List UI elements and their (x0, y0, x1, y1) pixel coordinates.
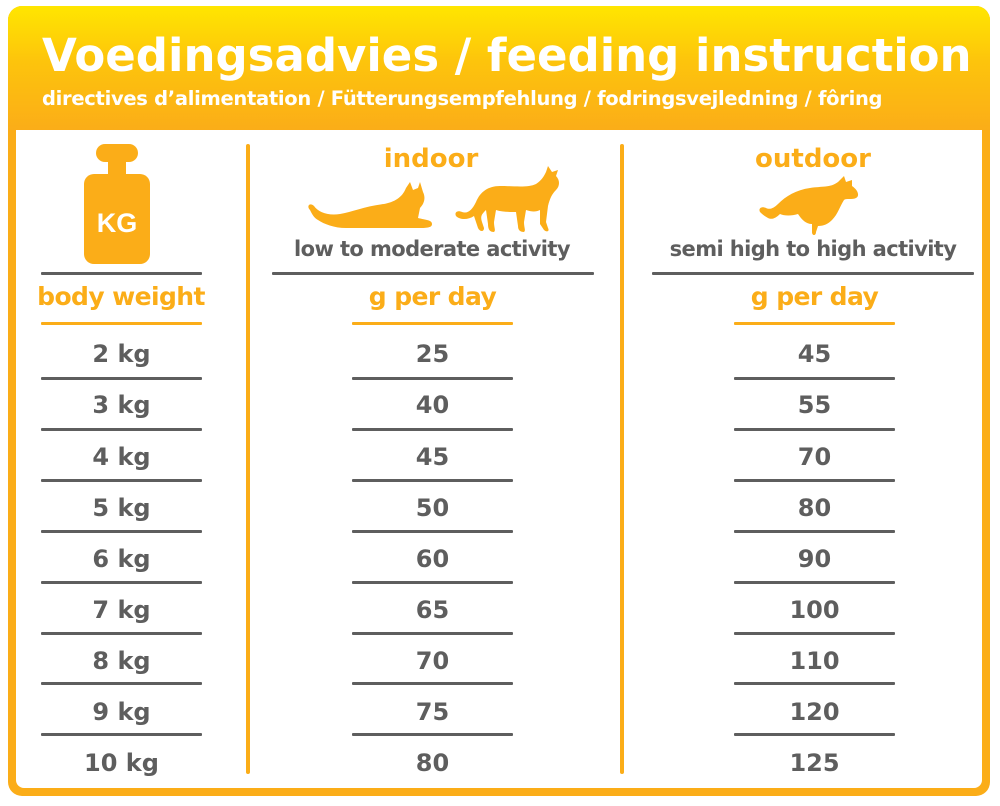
column-divider-2 (620, 144, 624, 774)
weight-cell: 3 kg (92, 391, 151, 419)
row-divider (41, 632, 202, 635)
row-divider (352, 581, 513, 584)
row-divider (41, 581, 202, 584)
outdoor-activity-level: semi high to high activity (669, 237, 957, 261)
body-weight-label: body weight (37, 282, 205, 311)
row-divider (734, 632, 895, 635)
outdoor-header-rule (652, 272, 974, 275)
column-divider-1 (246, 144, 250, 774)
row-divider (734, 530, 895, 533)
weight-header-rule (41, 272, 202, 275)
outdoor-title: outdoor (755, 144, 871, 174)
outdoor-cell: 90 (797, 545, 832, 573)
indoor-cell: 25 (415, 340, 450, 368)
row-divider (734, 479, 895, 482)
indoor-cell: 70 (415, 647, 450, 675)
indoor-unit-rule (352, 322, 513, 325)
indoor-cell: 80 (415, 749, 450, 777)
row-divider (41, 377, 202, 380)
weight-cell: 4 kg (92, 443, 151, 471)
outdoor-cell: 125 (789, 749, 840, 777)
feeding-table: KG body weight indoor low to moderate ac… (16, 130, 982, 788)
page-subtitle: directives d’alimentation / Fütterungsem… (42, 87, 883, 110)
row-divider (352, 479, 513, 482)
outdoor-cell: 120 (789, 698, 840, 726)
row-divider (352, 428, 513, 431)
weight-cell: 6 kg (92, 545, 151, 573)
weight-cell: 8 kg (92, 647, 151, 675)
row-divider (734, 377, 895, 380)
lying-cat-icon (308, 182, 432, 228)
indoor-cell: 45 (415, 443, 450, 471)
row-divider (734, 682, 895, 685)
row-divider (41, 530, 202, 533)
row-divider (352, 632, 513, 635)
running-cat-icon (759, 176, 859, 235)
outdoor-cell: 110 (789, 647, 840, 675)
indoor-unit-label: g per day (368, 282, 497, 311)
row-divider (352, 682, 513, 685)
weight-cell: 7 kg (92, 596, 151, 624)
indoor-cell: 50 (415, 494, 450, 522)
header-banner: Voedingsadvies / feeding instruction dir… (8, 6, 990, 130)
weight-cell: 2 kg (92, 340, 151, 368)
indoor-cell: 65 (415, 596, 450, 624)
row-divider (734, 581, 895, 584)
outdoor-cell: 80 (797, 494, 832, 522)
row-divider (41, 733, 202, 736)
indoor-cell: 75 (415, 698, 450, 726)
weight-cell: 9 kg (92, 698, 151, 726)
outdoor-cell: 45 (797, 340, 832, 368)
page-title: Voedingsadvies / feeding instruction (42, 29, 972, 82)
weight-cell: 5 kg (92, 494, 151, 522)
indoor-cell: 40 (415, 391, 450, 419)
feeding-instruction-card: Voedingsadvies / feeding instruction dir… (8, 6, 990, 796)
weight-label-rule (41, 322, 202, 325)
outdoor-cell: 55 (797, 391, 832, 419)
outdoor-unit-rule (734, 322, 895, 325)
weight-kg-icon: KG (84, 144, 150, 264)
row-divider (352, 733, 513, 736)
indoor-title: indoor (383, 144, 479, 174)
outdoor-cell: 70 (797, 443, 832, 471)
row-divider (734, 428, 895, 431)
outdoor-unit-label: g per day (750, 282, 879, 311)
weight-cell: 10 kg (84, 749, 159, 777)
walking-cat-icon (455, 166, 559, 232)
indoor-cell: 60 (415, 545, 450, 573)
row-divider (352, 377, 513, 380)
row-divider (41, 682, 202, 685)
svg-text:KG: KG (97, 208, 138, 238)
row-divider (41, 479, 202, 482)
row-divider (734, 733, 895, 736)
row-divider (41, 428, 202, 431)
indoor-header-rule (272, 272, 594, 275)
outdoor-cell: 100 (789, 596, 840, 624)
indoor-activity-level: low to moderate activity (294, 237, 570, 261)
row-divider (352, 530, 513, 533)
